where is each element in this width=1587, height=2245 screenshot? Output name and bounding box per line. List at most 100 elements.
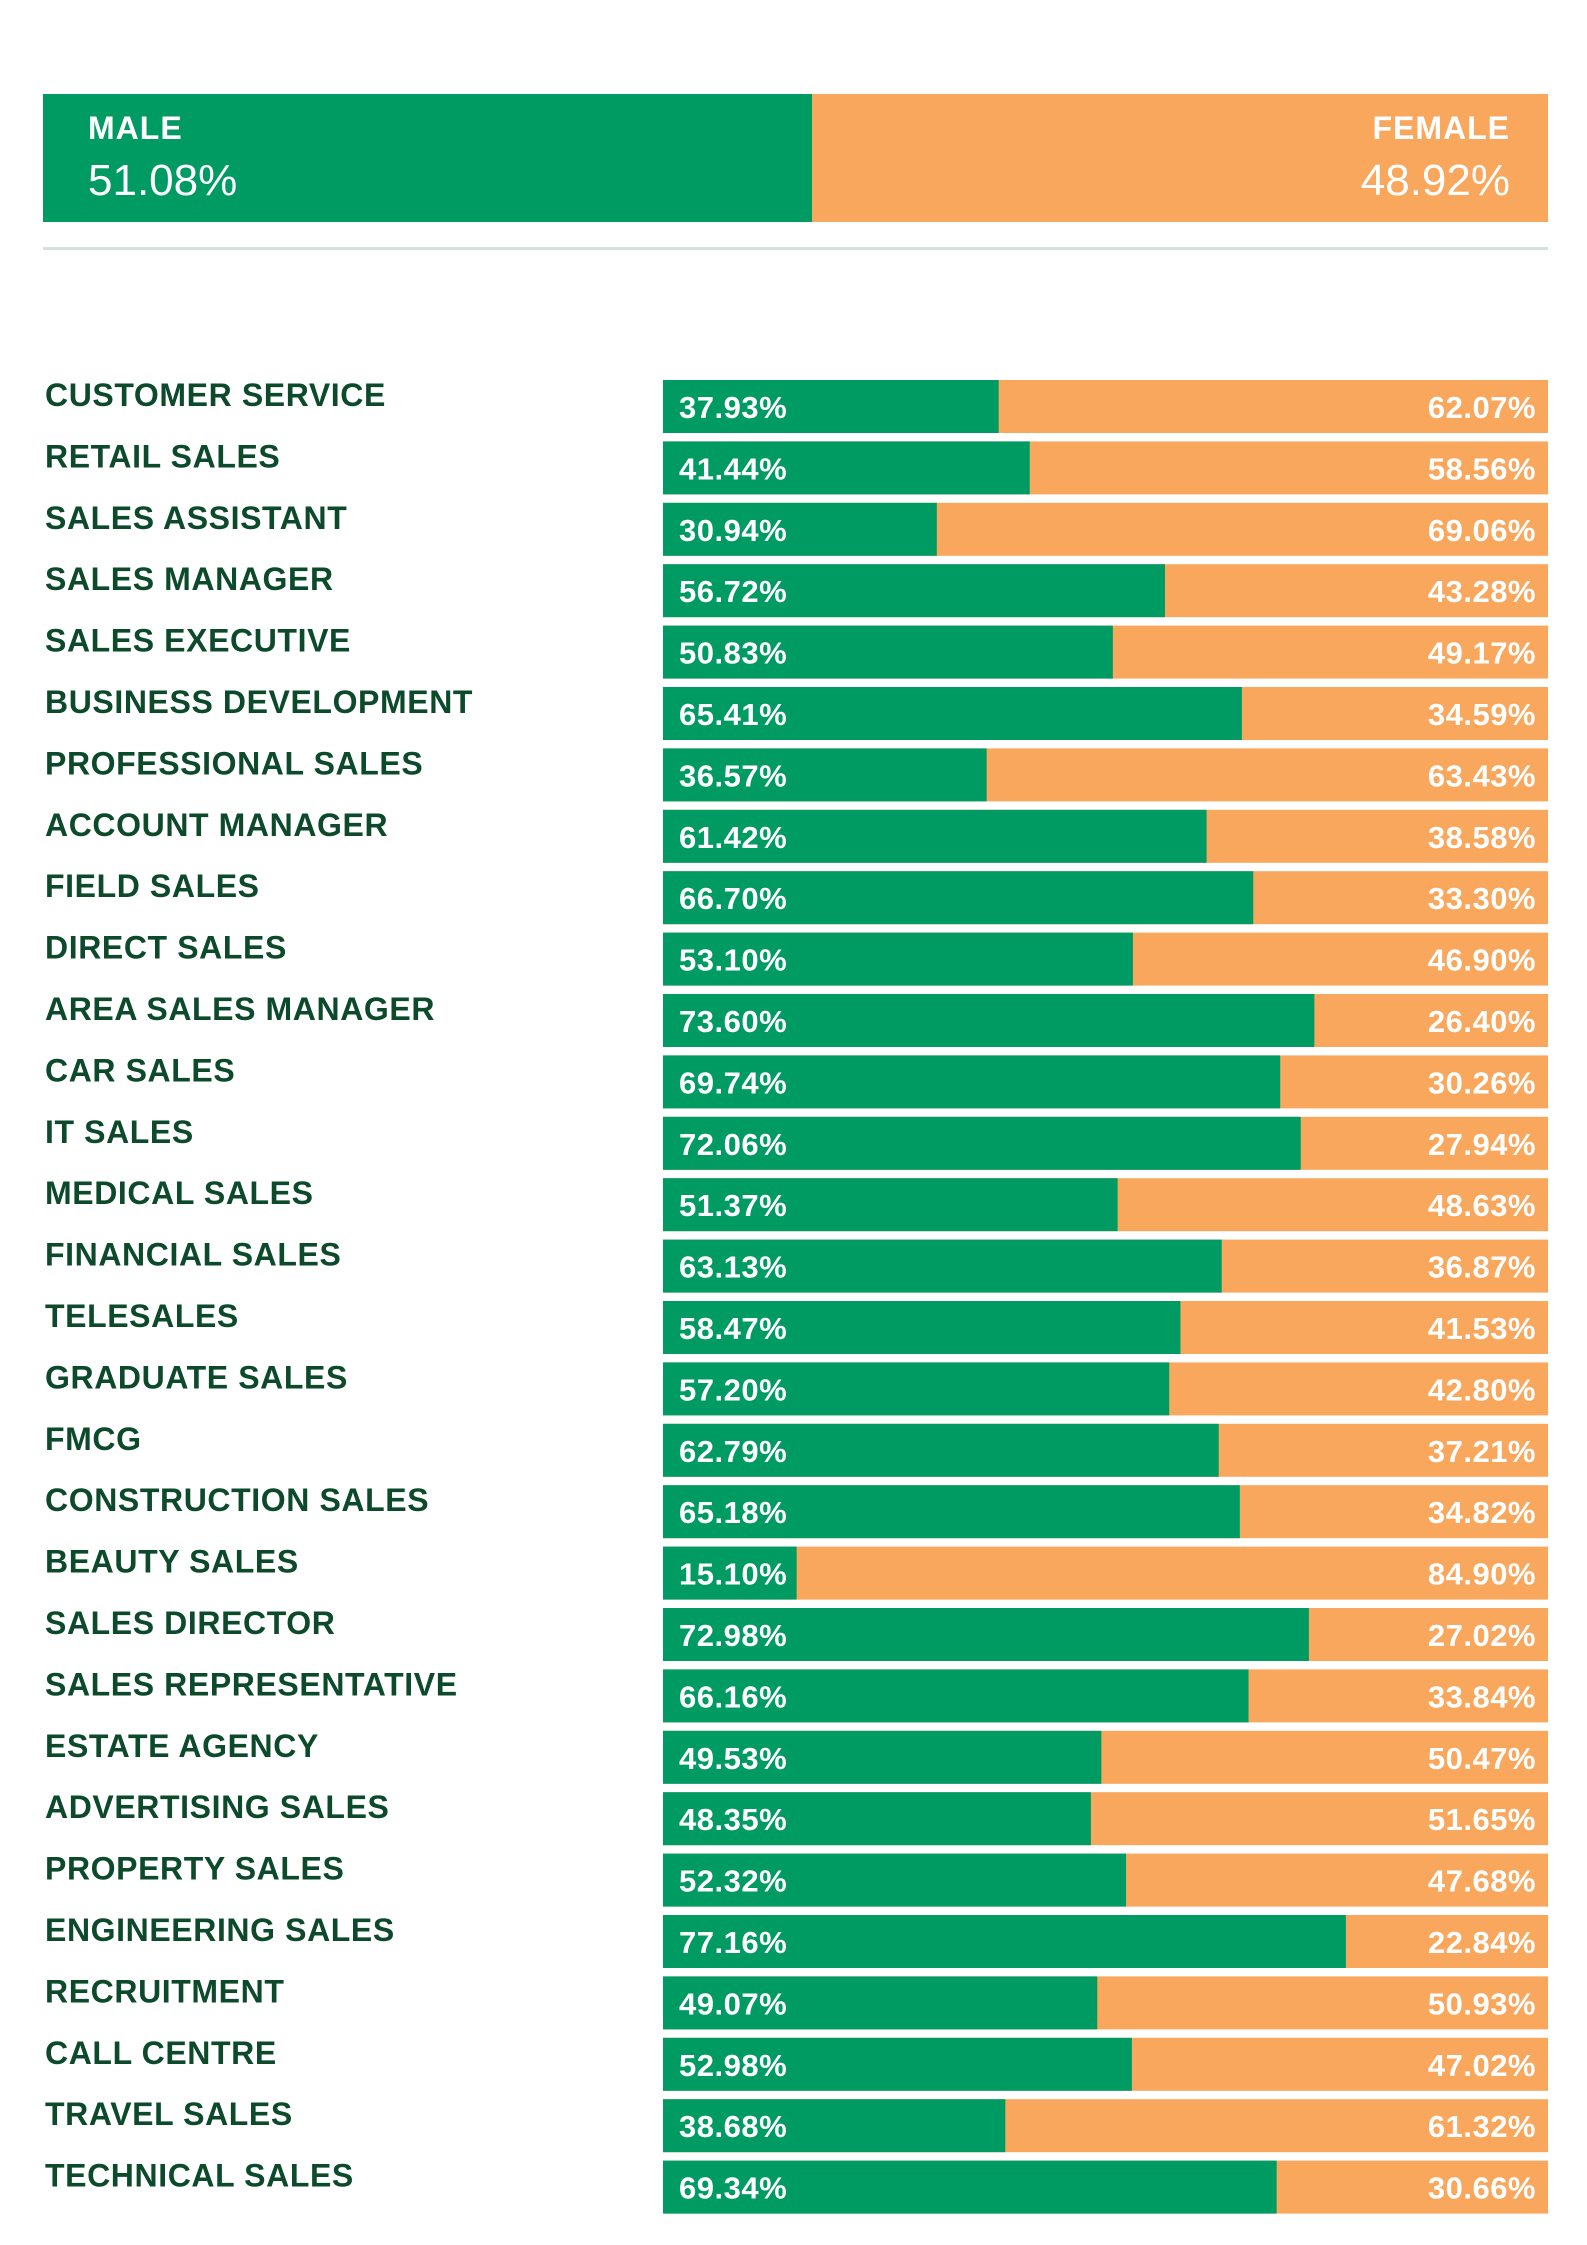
chart-row: CONSTRUCTION SALES 65.18% 34.82% bbox=[45, 1482, 1548, 1539]
female-value-label: 46.90% bbox=[1428, 943, 1536, 978]
chart-row: BEAUTY SALES 15.10% 84.90% bbox=[45, 1544, 1548, 1600]
male-bar bbox=[663, 1915, 1346, 1968]
male-value-label: 49.07% bbox=[679, 1986, 787, 2021]
male-bar bbox=[663, 1301, 1181, 1354]
male-value-label: 53.10% bbox=[679, 943, 787, 978]
chart-row: FIELD SALES 66.70% 33.30% bbox=[45, 868, 1548, 925]
male-value-label: 69.74% bbox=[679, 1065, 787, 1100]
chart-row: AREA SALES MANAGER 73.60% 26.40% bbox=[45, 991, 1548, 1047]
category-label: RETAIL SALES bbox=[45, 438, 280, 474]
male-bar bbox=[663, 994, 1315, 1047]
chart-row: SALES REPRESENTATIVE 66.16% 33.84% bbox=[45, 1666, 1548, 1723]
male-bar bbox=[663, 932, 1133, 986]
chart-row: ENGINEERING SALES 77.16% 22.84% bbox=[45, 1912, 1548, 1968]
category-label: ENGINEERING SALES bbox=[45, 1912, 395, 1948]
chart-row: SALES MANAGER 56.72% 43.28% bbox=[45, 561, 1548, 618]
female-value-label: 50.47% bbox=[1428, 1741, 1536, 1776]
male-value-label: 49.53% bbox=[679, 1741, 787, 1776]
male-value-label: 51.37% bbox=[679, 1188, 787, 1223]
male-bar bbox=[663, 1362, 1170, 1416]
male-value-label: 72.06% bbox=[679, 1127, 787, 1162]
category-label: SALES REPRESENTATIVE bbox=[45, 1666, 458, 1702]
chart-row: MEDICAL SALES 51.37% 48.63% bbox=[45, 1175, 1548, 1232]
male-bar bbox=[663, 1485, 1240, 1539]
chart-row: SALES EXECUTIVE 50.83% 49.17% bbox=[45, 623, 1548, 679]
male-bar bbox=[663, 871, 1254, 925]
chart-row: RETAIL SALES 41.44% 58.56% bbox=[45, 438, 1548, 495]
category-label: DIRECT SALES bbox=[45, 930, 287, 966]
male-summary-value: 51.08% bbox=[88, 156, 238, 205]
male-value-label: 66.16% bbox=[679, 1679, 787, 1714]
male-value-label: 52.98% bbox=[679, 2048, 787, 2083]
female-value-label: 69.06% bbox=[1428, 513, 1536, 548]
male-summary-segment: MALE 51.08% bbox=[43, 94, 812, 222]
male-value-label: 62.79% bbox=[679, 1434, 787, 1469]
male-value-label: 56.72% bbox=[679, 574, 787, 609]
male-value-label: 38.68% bbox=[679, 2109, 787, 2144]
female-value-label: 34.59% bbox=[1428, 697, 1536, 732]
category-label: CALL CENTRE bbox=[45, 2035, 277, 2071]
chart-row: TECHNICAL SALES 69.34% 30.66% bbox=[45, 2158, 1548, 2214]
category-label: SALES DIRECTOR bbox=[45, 1605, 336, 1641]
male-bar bbox=[663, 1055, 1281, 1109]
female-value-label: 41.53% bbox=[1428, 1311, 1536, 1346]
male-bar bbox=[663, 1853, 1127, 1907]
summary-divider bbox=[43, 247, 1548, 250]
chart-row: ESTATE AGENCY 49.53% 50.47% bbox=[45, 1728, 1548, 1784]
gender-summary-bar: MALE 51.08% FEMALE 48.92% bbox=[43, 94, 1548, 222]
male-value-label: 63.13% bbox=[679, 1250, 787, 1285]
category-label: TELESALES bbox=[45, 1298, 239, 1334]
chart-row: GRADUATE SALES 57.20% 42.80% bbox=[45, 1359, 1548, 1416]
female-value-label: 26.40% bbox=[1428, 1004, 1536, 1039]
female-value-label: 33.84% bbox=[1428, 1679, 1536, 1714]
chart-row: IT SALES 72.06% 27.94% bbox=[45, 1114, 1548, 1170]
category-label: CAR SALES bbox=[45, 1052, 235, 1088]
female-summary-label: FEMALE bbox=[1372, 110, 1510, 146]
male-bar bbox=[663, 380, 999, 433]
male-bar bbox=[663, 441, 1030, 495]
female-summary-value: 48.92% bbox=[1360, 156, 1510, 205]
female-value-label: 30.26% bbox=[1428, 1065, 1536, 1100]
male-bar bbox=[663, 564, 1165, 618]
male-bar bbox=[663, 1976, 1098, 2030]
chart-row: BUSINESS DEVELOPMENT 65.41% 34.59% bbox=[45, 684, 1548, 740]
category-label: ESTATE AGENCY bbox=[45, 1728, 319, 1764]
female-value-label: 62.07% bbox=[1428, 390, 1536, 425]
female-value-label: 48.63% bbox=[1428, 1188, 1536, 1223]
chart-row: RECRUITMENT 49.07% 50.93% bbox=[45, 1973, 1548, 2030]
female-value-label: 27.94% bbox=[1428, 1127, 1536, 1162]
category-label: MEDICAL SALES bbox=[45, 1175, 314, 1211]
female-value-label: 34.82% bbox=[1428, 1495, 1536, 1530]
male-value-label: 52.32% bbox=[679, 1864, 787, 1899]
female-value-label: 43.28% bbox=[1428, 574, 1536, 609]
male-bar bbox=[663, 502, 937, 556]
female-value-label: 47.68% bbox=[1428, 1864, 1536, 1899]
male-value-label: 41.44% bbox=[679, 451, 787, 486]
female-bar bbox=[663, 1546, 1548, 1600]
female-value-label: 37.21% bbox=[1428, 1434, 1536, 1469]
female-value-label: 49.17% bbox=[1428, 636, 1536, 671]
category-label: FMCG bbox=[45, 1421, 142, 1457]
female-value-label: 30.66% bbox=[1428, 2171, 1536, 2206]
male-value-label: 48.35% bbox=[679, 1802, 787, 1837]
chart-row: SALES DIRECTOR 72.98% 27.02% bbox=[45, 1605, 1548, 1661]
male-value-label: 30.94% bbox=[679, 513, 787, 548]
category-label: FIELD SALES bbox=[45, 868, 260, 904]
category-label: BEAUTY SALES bbox=[45, 1544, 299, 1580]
male-value-label: 65.18% bbox=[679, 1495, 787, 1530]
male-bar bbox=[663, 2160, 1277, 2214]
chart-row: CUSTOMER SERVICE 37.93% 62.07% bbox=[45, 377, 1548, 433]
male-bar bbox=[663, 1669, 1249, 1723]
male-bar bbox=[663, 1178, 1118, 1232]
female-value-label: 84.90% bbox=[1428, 1557, 1536, 1592]
category-label: CONSTRUCTION SALES bbox=[45, 1482, 429, 1518]
male-value-label: 37.93% bbox=[679, 390, 787, 425]
male-value-label: 66.70% bbox=[679, 881, 787, 916]
female-summary-segment: FEMALE 48.92% bbox=[811, 94, 1548, 222]
male-value-label: 36.57% bbox=[679, 758, 787, 793]
male-value-label: 15.10% bbox=[679, 1557, 787, 1592]
category-label: RECRUITMENT bbox=[45, 1973, 284, 2009]
male-value-label: 65.41% bbox=[679, 697, 787, 732]
male-value-label: 77.16% bbox=[679, 1925, 787, 1960]
